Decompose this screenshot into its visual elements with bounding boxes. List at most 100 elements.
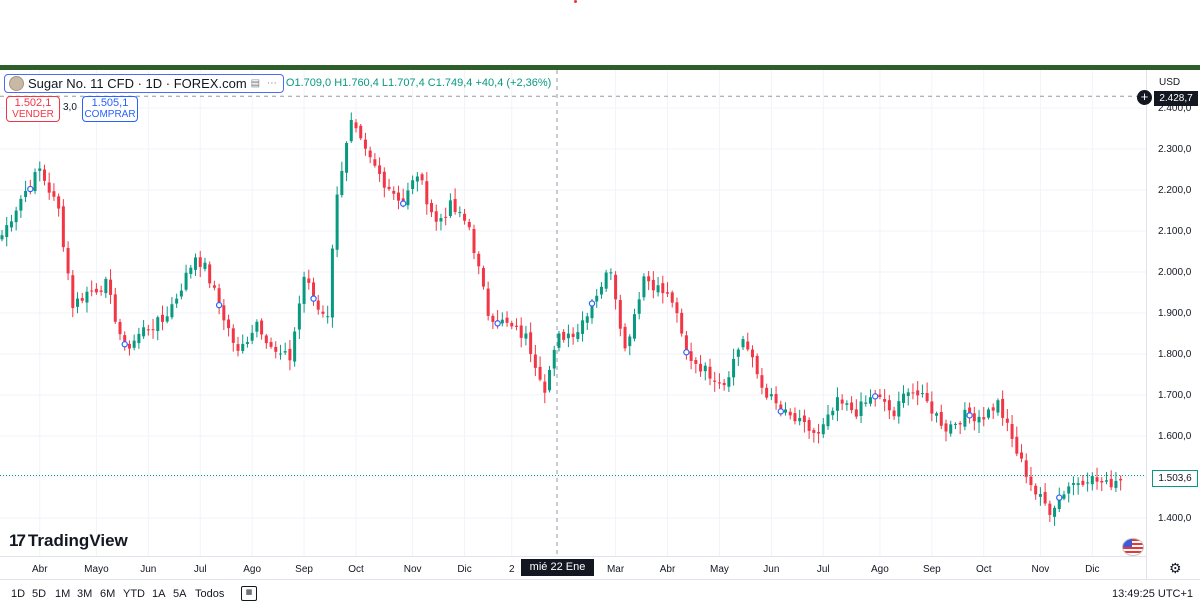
candle-body xyxy=(548,369,552,391)
candle-body xyxy=(24,190,28,197)
candle-body xyxy=(1114,480,1118,488)
gear-icon[interactable]: ⚙ xyxy=(1169,560,1182,576)
candle-body xyxy=(160,314,164,322)
candle-body xyxy=(916,390,920,396)
candle-body xyxy=(302,276,306,304)
candle-body xyxy=(765,387,769,398)
candle-body xyxy=(812,430,816,433)
tradingview-logo[interactable]: 17 TradingView xyxy=(9,531,128,551)
candle-body xyxy=(802,415,806,423)
candle-body xyxy=(1038,494,1042,497)
candle-body xyxy=(321,311,325,314)
time-tick-label: Abr xyxy=(660,564,676,575)
candle-body xyxy=(949,424,953,434)
calendar-icon[interactable]: ▦ xyxy=(241,586,257,601)
timeframe-5a[interactable]: 5A xyxy=(173,588,187,600)
time-tick-label: Jul xyxy=(194,564,207,575)
candle-body xyxy=(170,304,174,318)
candle-body xyxy=(378,165,382,174)
candle-body xyxy=(430,202,434,213)
candle-body xyxy=(887,400,891,411)
candle-body xyxy=(732,358,736,378)
time-tick-label: Sep xyxy=(923,564,941,575)
add-alert-icon[interactable]: + xyxy=(1137,90,1152,105)
price-tick-label: 2.100,0 xyxy=(1158,226,1192,237)
candle-body xyxy=(642,276,646,298)
time-tick-label: May xyxy=(710,564,729,575)
candle-body xyxy=(500,319,504,324)
sell-label: VENDER xyxy=(12,109,54,120)
price-chart[interactable]: 1.400,01.500,01.600,01.700,01.800,01.900… xyxy=(0,70,1200,579)
candle-body xyxy=(1020,452,1024,459)
candle-body xyxy=(142,327,146,337)
candle-body xyxy=(19,198,23,211)
candle-body xyxy=(368,150,372,158)
buy-button[interactable]: 1.505,1 COMPRAR xyxy=(82,96,138,122)
candle-body xyxy=(330,248,334,318)
timeframe-ytd[interactable]: YTD xyxy=(123,588,145,600)
candle-body xyxy=(991,407,995,411)
currency-label[interactable]: USD xyxy=(1159,77,1181,88)
timeframe-1d[interactable]: 1D xyxy=(11,588,26,600)
clock[interactable]: 13:49:25 UTC+1 xyxy=(1112,588,1194,600)
candle-body xyxy=(1015,436,1019,454)
candle-body xyxy=(245,342,249,344)
event-marker xyxy=(400,200,407,207)
candle-body xyxy=(472,228,476,254)
candle-body xyxy=(335,194,339,250)
candle-body xyxy=(576,332,580,339)
candle-body xyxy=(694,360,698,364)
event-marker xyxy=(121,341,128,348)
candle-body xyxy=(326,316,330,318)
candle-body xyxy=(392,190,396,194)
candle-body xyxy=(656,285,660,293)
timeframe-1a[interactable]: 1A xyxy=(152,588,166,600)
candle-body xyxy=(699,363,703,372)
candle-body xyxy=(217,288,221,306)
timeframe-todos[interactable]: Todos xyxy=(195,588,225,600)
timeframe-5d[interactable]: 5D xyxy=(32,588,47,600)
candle-body xyxy=(1005,418,1009,423)
candle-body xyxy=(760,375,764,388)
chart-type-icon[interactable]: ▤ ⋯ xyxy=(250,77,279,89)
candle-body xyxy=(109,279,113,295)
price-tick-label: 2.200,0 xyxy=(1158,185,1192,196)
crosshair-date-label: mié 22 Ene '25 xyxy=(521,559,594,590)
candle-body xyxy=(90,290,94,292)
sell-button[interactable]: 1.502,1 VENDER xyxy=(6,96,60,122)
candle-body xyxy=(618,300,622,329)
candle-body xyxy=(769,394,773,397)
candle-body xyxy=(439,218,443,222)
timeframe-3m[interactable]: 3M xyxy=(77,588,93,600)
timeframe-6m[interactable]: 6M xyxy=(100,588,116,600)
candle-body xyxy=(1100,481,1104,483)
candle-body xyxy=(774,393,778,404)
candle-body xyxy=(241,343,245,352)
symbol-box[interactable]: Sugar No. 11 CFD · 1D · FOREX.com ▤ ⋯ xyxy=(4,73,284,93)
candle-body xyxy=(708,366,712,379)
time-tick-label: Sep xyxy=(295,564,313,575)
candle-body xyxy=(1109,478,1113,488)
candle-body xyxy=(1001,398,1005,418)
price-tick-label: 2.400,0 xyxy=(1158,103,1192,114)
candle-body xyxy=(1071,483,1075,485)
candle-body xyxy=(571,333,575,337)
candle-body xyxy=(807,419,811,431)
candle-body xyxy=(1053,507,1057,517)
candle-body xyxy=(156,317,160,331)
candle-body xyxy=(151,329,155,331)
candle-body xyxy=(906,392,910,397)
candle-body xyxy=(1062,494,1066,499)
candle-body xyxy=(519,325,523,338)
candle-body xyxy=(661,283,665,294)
time-tick-label: Dic xyxy=(457,564,471,575)
candle-body xyxy=(1029,476,1033,486)
timeframe-1m[interactable]: 1M xyxy=(55,588,71,600)
candle-body xyxy=(817,432,821,434)
us-flag-icon[interactable] xyxy=(1122,538,1144,556)
candle-body xyxy=(184,272,188,290)
candle-body xyxy=(481,267,485,287)
header-divider xyxy=(0,65,1200,70)
candle-body xyxy=(123,335,127,345)
event-marker xyxy=(310,295,317,302)
